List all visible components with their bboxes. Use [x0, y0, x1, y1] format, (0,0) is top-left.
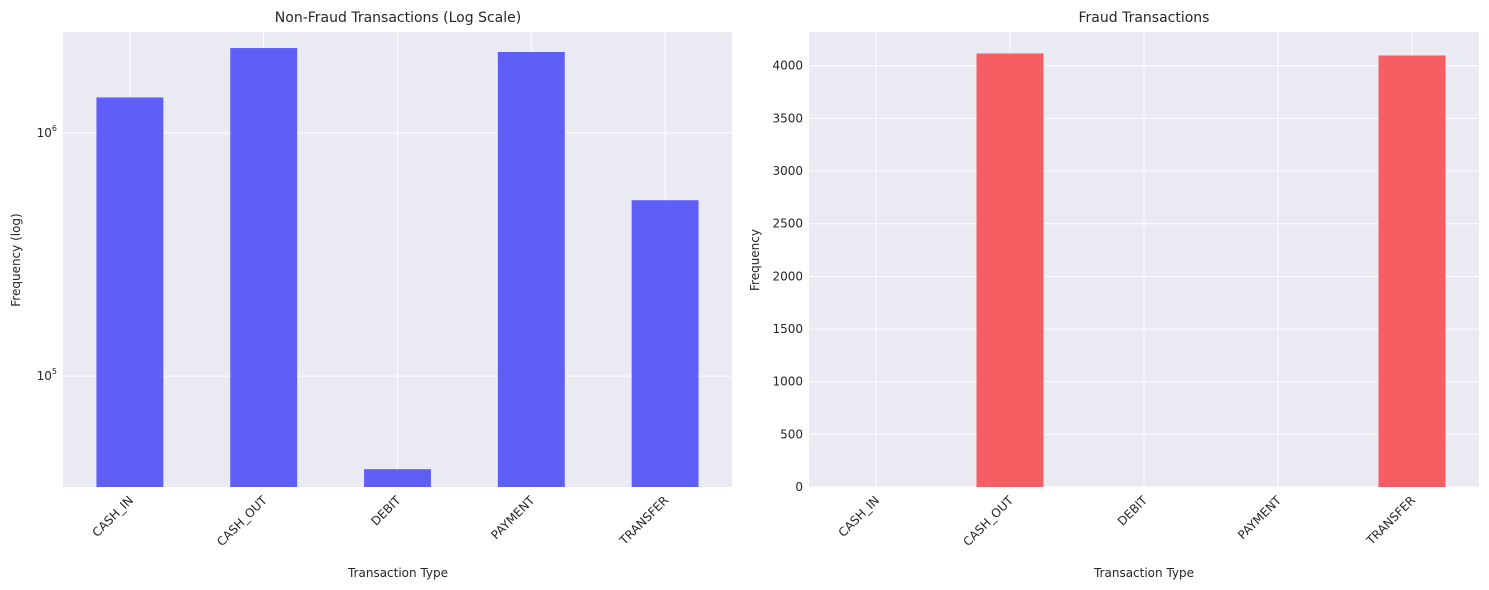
y-tick-label: 1500 — [772, 322, 803, 336]
x-tick-label: DEBIT — [368, 493, 404, 529]
y-tick-label: 3000 — [772, 164, 803, 178]
y-axis-label: Frequency (log) — [9, 213, 23, 306]
x-tick-label: CASH_OUT — [960, 493, 1016, 549]
y-tick-label: 105 — [37, 367, 57, 383]
y-tick-label: 2500 — [772, 217, 803, 231]
x-tick-label: CASH_OUT — [214, 493, 270, 549]
bar-transfer — [631, 200, 699, 487]
chart-fraud: Fraud Transactions Transaction Type Freq… — [748, 10, 1479, 580]
y-tick-label: 500 — [780, 427, 803, 441]
x-tick-label: TRANSFER — [616, 493, 671, 548]
x-tick-label: CASH_IN — [90, 493, 136, 539]
bar-cash-in — [96, 97, 164, 487]
x-tick-label: PAYMENT — [1235, 493, 1284, 542]
bar-transfer — [1378, 55, 1446, 487]
chart-title: Fraud Transactions — [1079, 10, 1210, 26]
x-tick-label: PAYMENT — [488, 493, 537, 542]
chart-non-fraud: Non-Fraud Transactions (Log Scale) Trans… — [9, 10, 732, 580]
x-tick-label: DEBIT — [1115, 493, 1151, 529]
bar-debit — [364, 469, 431, 487]
y-tick-label: 106 — [37, 124, 57, 140]
x-axis-label: Transaction Type — [1093, 566, 1194, 580]
bar-cash-out — [230, 48, 298, 488]
y-tick-label: 2000 — [772, 269, 803, 283]
bar-cash-out — [976, 53, 1044, 487]
chart-title: Non-Fraud Transactions (Log Scale) — [275, 10, 521, 26]
bar-payment — [497, 51, 565, 488]
x-axis-label: Transaction Type — [347, 566, 448, 580]
y-tick-label: 1000 — [772, 375, 803, 389]
x-tick-label: TRANSFER — [1363, 493, 1418, 548]
y-tick-label: 3500 — [772, 111, 803, 125]
y-axis-label: Frequency — [748, 229, 762, 291]
x-tick-label: CASH_IN — [836, 493, 882, 539]
y-tick-label: 0 — [795, 480, 803, 494]
y-tick-label: 4000 — [772, 59, 803, 73]
